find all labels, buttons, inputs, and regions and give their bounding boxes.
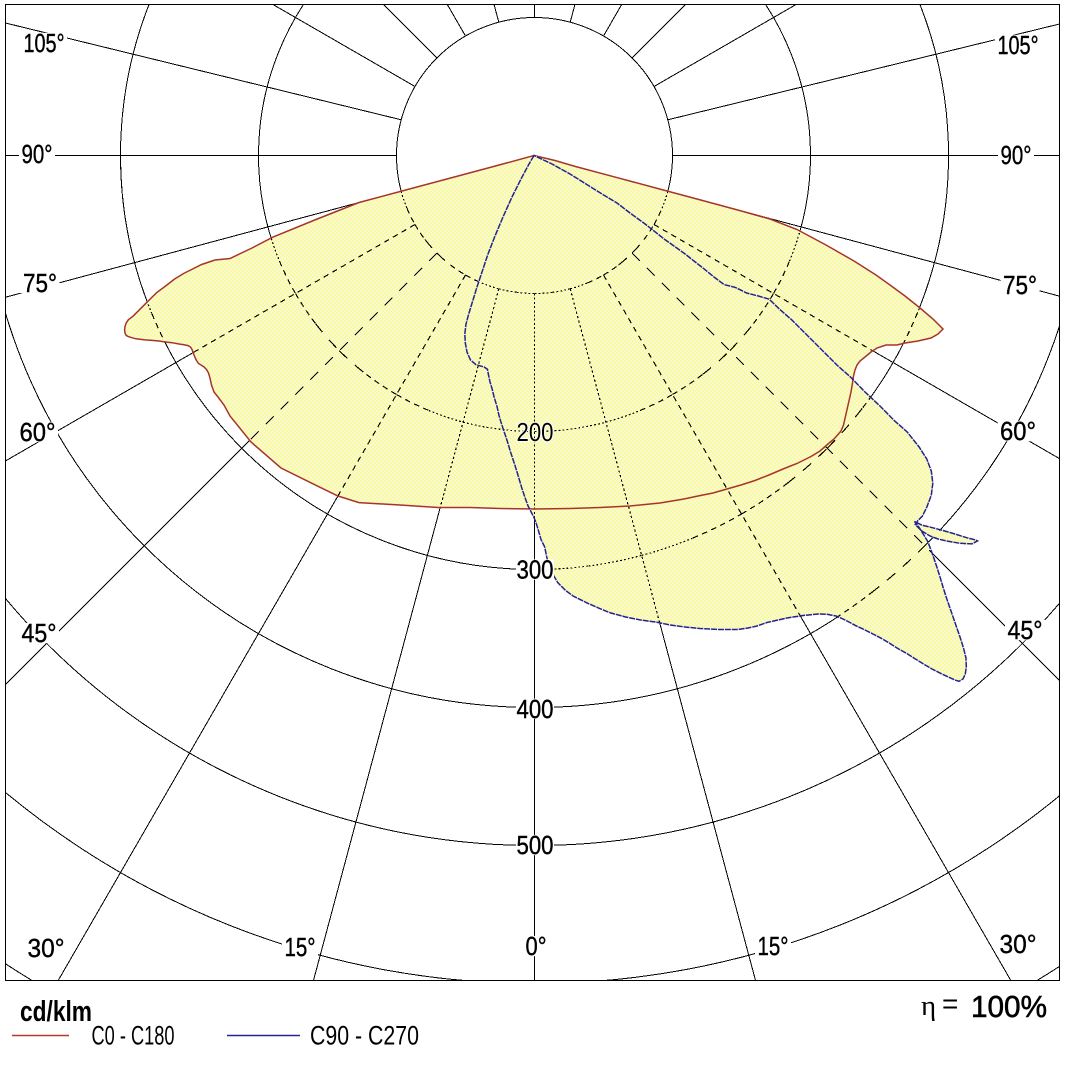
svg-text:30°: 30° (1000, 929, 1037, 959)
svg-text:45°: 45° (22, 618, 57, 648)
svg-text:75°: 75° (23, 268, 57, 298)
svg-text:100%: 100% (971, 989, 1047, 1024)
svg-text:90°: 90° (1001, 140, 1032, 170)
svg-text:15°: 15° (285, 932, 316, 962)
svg-text:=: = (942, 988, 958, 1019)
svg-text:60°: 60° (1000, 416, 1036, 446)
svg-text:300: 300 (517, 555, 554, 585)
svg-text:500: 500 (517, 830, 554, 860)
svg-text:C90 - C270: C90 - C270 (310, 1021, 419, 1051)
svg-text:60°: 60° (20, 417, 56, 447)
svg-text:105°: 105° (998, 30, 1039, 60)
svg-text:90°: 90° (22, 139, 53, 169)
svg-text:C0 - C180: C0 - C180 (92, 1021, 175, 1051)
svg-text:45°: 45° (1008, 615, 1043, 645)
svg-text:105°: 105° (24, 28, 65, 58)
svg-text:200: 200 (517, 417, 554, 447)
svg-text:η: η (921, 990, 936, 1022)
svg-text:15°: 15° (758, 931, 789, 961)
svg-text:30°: 30° (28, 933, 65, 963)
svg-text:400: 400 (517, 694, 554, 724)
svg-text:75°: 75° (1003, 270, 1037, 300)
svg-text:0°: 0° (526, 931, 547, 961)
svg-text:cd/klm: cd/klm (20, 996, 92, 1028)
